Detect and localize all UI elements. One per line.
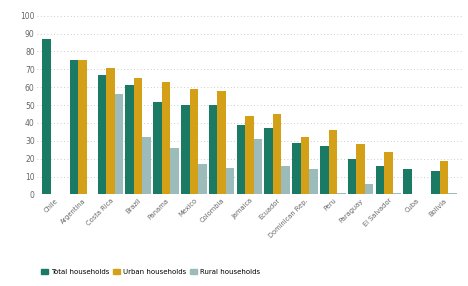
Bar: [329, 130, 337, 194]
Bar: [348, 159, 356, 194]
Bar: [376, 166, 384, 194]
Bar: [365, 184, 373, 194]
Bar: [78, 60, 87, 194]
Bar: [309, 169, 318, 194]
Bar: [281, 166, 290, 194]
Bar: [154, 102, 162, 194]
Bar: [337, 193, 345, 194]
Bar: [142, 137, 151, 194]
Bar: [264, 128, 273, 194]
Bar: [181, 105, 190, 194]
Bar: [320, 146, 329, 194]
Bar: [170, 148, 179, 194]
Bar: [190, 89, 198, 194]
Bar: [245, 116, 254, 194]
Bar: [356, 144, 365, 194]
Bar: [254, 139, 262, 194]
Bar: [134, 78, 142, 194]
Bar: [125, 86, 134, 194]
Bar: [162, 82, 170, 194]
Bar: [301, 137, 309, 194]
Bar: [198, 164, 206, 194]
Bar: [237, 125, 245, 194]
Bar: [115, 94, 123, 194]
Bar: [42, 39, 51, 194]
Bar: [98, 75, 106, 194]
Bar: [384, 152, 393, 194]
Bar: [448, 193, 457, 194]
Bar: [70, 60, 78, 194]
Bar: [217, 91, 226, 194]
Bar: [440, 160, 448, 194]
Bar: [226, 168, 234, 194]
Legend: Total households, Urban households, Rural households: Total households, Urban households, Rura…: [41, 269, 260, 275]
Bar: [106, 67, 115, 194]
Bar: [403, 169, 412, 194]
Bar: [393, 193, 401, 194]
Bar: [273, 114, 281, 194]
Bar: [292, 143, 301, 194]
Bar: [209, 105, 217, 194]
Bar: [431, 171, 440, 194]
